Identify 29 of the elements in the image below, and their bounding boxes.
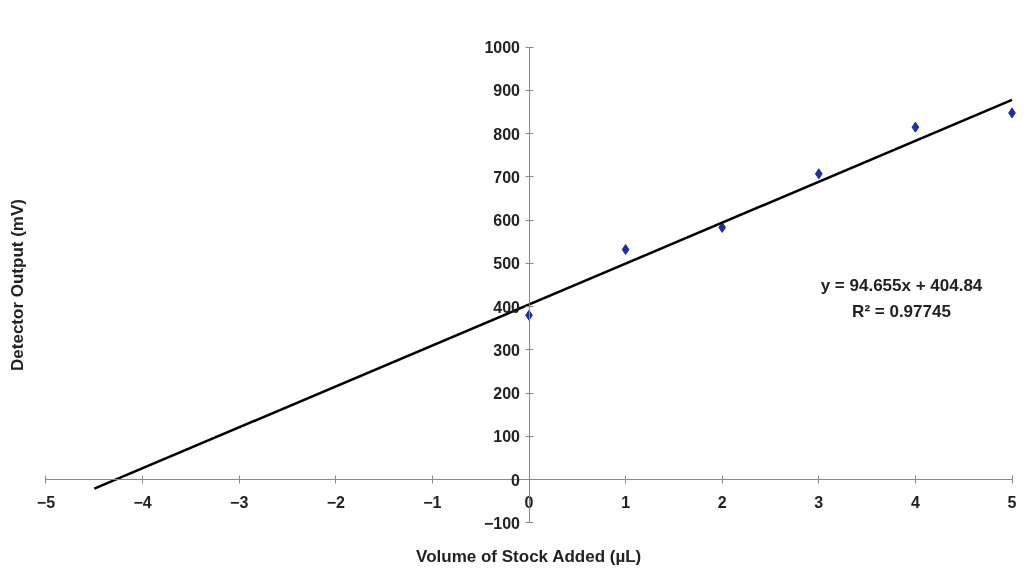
x-tick-label: 1 [621,493,631,511]
y-tick-label: 700 [493,168,521,186]
x-tick-label: 5 [1007,493,1017,511]
x-tick-label: −2 [326,493,346,511]
y-tick-label: 1000 [484,39,521,57]
x-tick-label: 3 [814,493,824,511]
x-tick-label: −3 [230,493,249,511]
point [621,244,630,256]
y-tick-label: 600 [493,212,521,230]
x-tick-label: −1 [423,493,442,511]
y-axis-title: Detector Output (mV) [7,199,27,371]
y-tick-label: −100 [483,514,521,532]
y-tick-label: 400 [493,298,521,316]
x-tick-label: −4 [133,493,152,511]
y-tick-label: 900 [493,82,521,100]
y-tick-label: 500 [493,255,521,273]
point [814,168,823,180]
y-tick-label: 300 [493,341,521,359]
annotation: y = 94.655x + 404.84 [820,275,983,295]
y-tick-label: 800 [493,125,521,143]
annotation: R² = 0.97745 [852,301,951,321]
x-tick-label: 2 [717,493,727,511]
y-tick-label: 100 [493,428,521,446]
x-tick-label: −5 [36,493,56,511]
x-tick-label: 4 [910,493,920,511]
point [911,121,920,133]
x-axis-title: Volume of Stock Added (µL) [416,546,642,566]
y-tick-label: 0 [511,471,521,489]
y-tick-label: 200 [493,385,521,403]
